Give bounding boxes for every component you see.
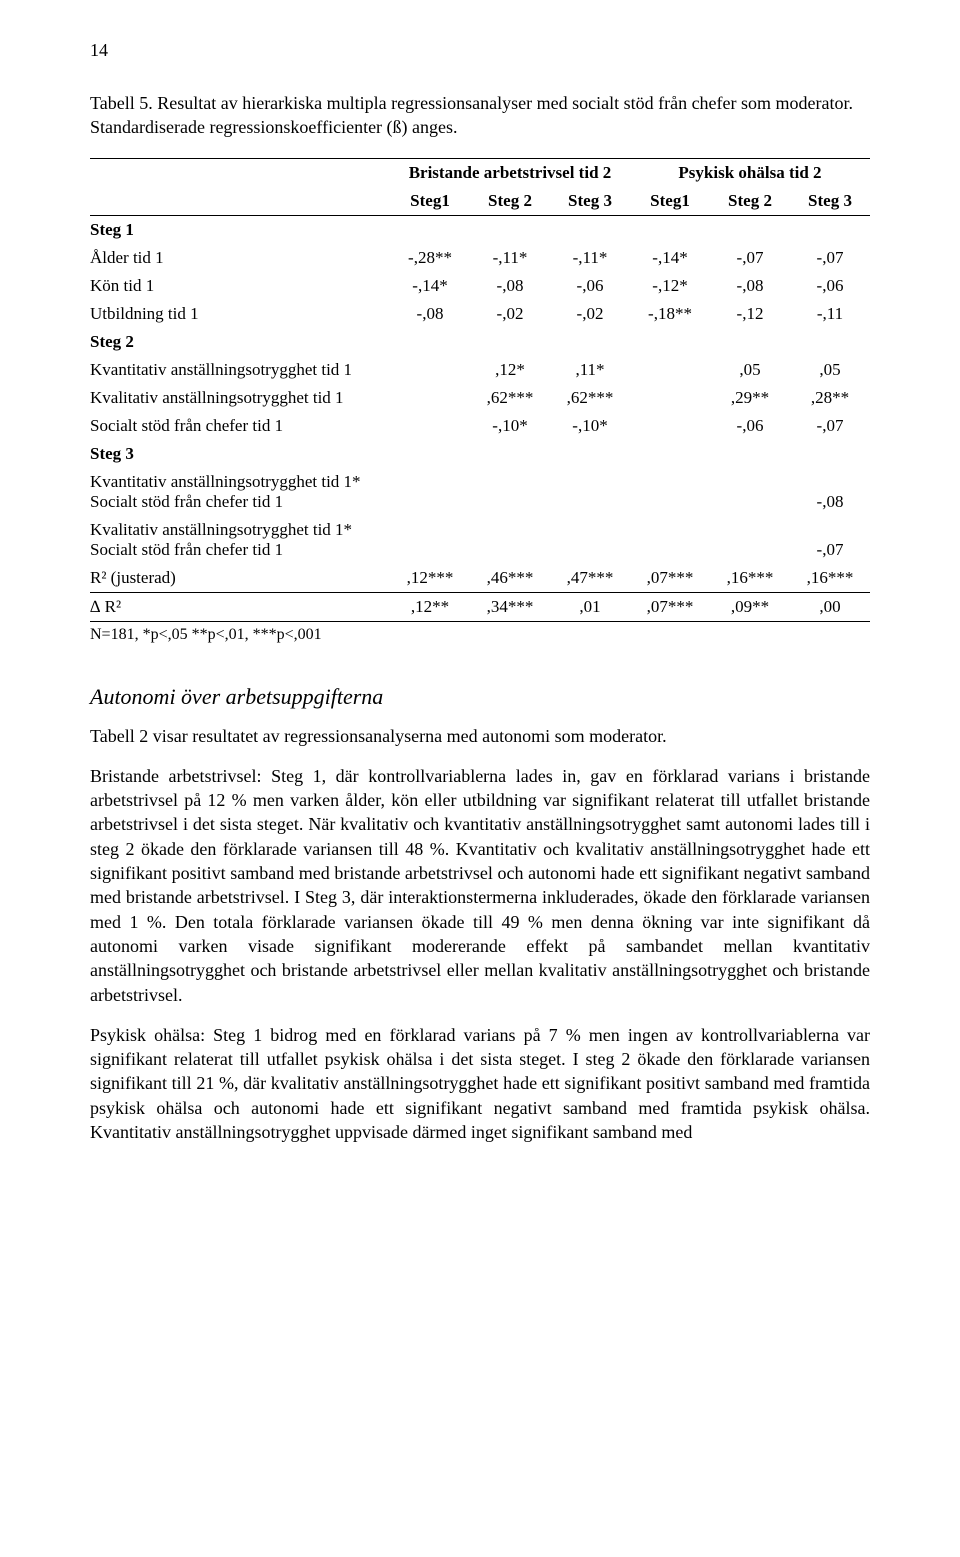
- section-heading: Autonomi över arbetsuppgifterna: [90, 684, 870, 710]
- body-paragraph: Psykisk ohälsa: Steg 1 bidrog med en för…: [90, 1023, 870, 1144]
- table-row: Ålder tid 1 -,28** -,11* -,11* -,14* -,0…: [90, 244, 870, 272]
- body-paragraph: Tabell 2 visar resultatet av regressions…: [90, 724, 870, 748]
- table-row: R² (justerad) ,12*** ,46*** ,47*** ,07**…: [90, 564, 870, 593]
- table-row: ∆ R² ,12** ,34*** ,01 ,07*** ,09** ,00: [90, 592, 870, 621]
- table-row: Kvantitativ anställningsotrygghet tid 1 …: [90, 356, 870, 384]
- table-row: Kvalitativ anställningsotrygghet tid 1 ,…: [90, 384, 870, 412]
- step1-label: Steg 1: [90, 215, 390, 244]
- table-note: N=181, *p<,05 **p<,01, ***p<,001: [90, 626, 870, 644]
- regression-table: Bristande arbetstrivsel tid 2 Psykisk oh…: [90, 158, 870, 622]
- col-header: Steg 3: [550, 187, 630, 216]
- table-row: Kön tid 1 -,14* -,08 -,06 -,12* -,08 -,0…: [90, 272, 870, 300]
- body-paragraph: Bristande arbetstrivsel: Steg 1, där kon…: [90, 764, 870, 1007]
- step3-label: Steg 3: [90, 440, 390, 468]
- col-header: Steg1: [390, 187, 470, 216]
- step2-label: Steg 2: [90, 328, 390, 356]
- page-number: 14: [90, 40, 870, 61]
- group-header-left: Bristande arbetstrivsel tid 2: [390, 158, 630, 187]
- table-row: Socialt stöd från chefer tid 1 -,10* -,1…: [90, 412, 870, 440]
- col-header: Steg 2: [470, 187, 550, 216]
- group-header-right: Psykisk ohälsa tid 2: [630, 158, 870, 187]
- col-header: Steg1: [630, 187, 710, 216]
- table-row: Kvalitativ anställningsotrygghet tid 1* …: [90, 516, 870, 564]
- table-row: Utbildning tid 1 -,08 -,02 -,02 -,18** -…: [90, 300, 870, 328]
- col-header: Steg 3: [790, 187, 870, 216]
- col-header: Steg 2: [710, 187, 790, 216]
- table-row: Kvantitativ anställningsotrygghet tid 1*…: [90, 468, 870, 516]
- table-caption: Tabell 5. Resultat av hierarkiska multip…: [90, 91, 870, 140]
